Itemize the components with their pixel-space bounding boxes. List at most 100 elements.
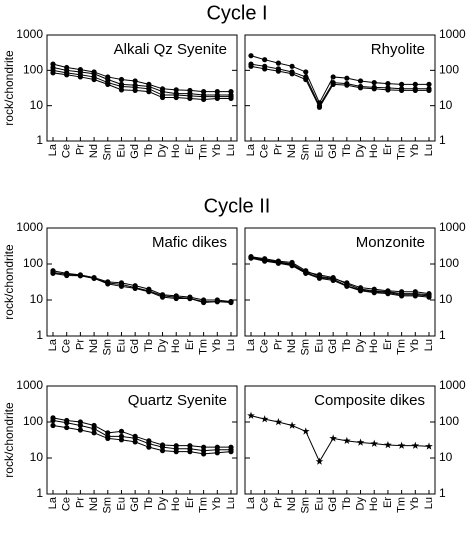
data-point bbox=[288, 421, 296, 429]
plot-frame bbox=[46, 385, 238, 495]
y-tick-label: 1 bbox=[439, 486, 446, 500]
x-tick-label: Eu bbox=[313, 497, 325, 510]
plot-frame bbox=[46, 34, 238, 142]
data-point bbox=[356, 438, 365, 446]
y-tick-label: 1000 bbox=[16, 220, 43, 234]
data-point bbox=[274, 418, 283, 426]
x-tick-label: Ce bbox=[61, 144, 73, 158]
data-point bbox=[64, 424, 70, 431]
data-point bbox=[399, 293, 405, 299]
data-point bbox=[118, 437, 125, 443]
data-point bbox=[357, 288, 364, 294]
x-tick-label: Tb bbox=[143, 497, 155, 510]
data-point bbox=[77, 422, 83, 429]
x-tick-label: Dy bbox=[156, 144, 168, 158]
x-tick-label: Gd bbox=[327, 144, 339, 159]
x-tick-label: Pr bbox=[272, 144, 284, 155]
data-point bbox=[371, 290, 377, 296]
x-tick-label: Eu bbox=[115, 497, 127, 510]
y-tick-label: 100 bbox=[23, 414, 43, 428]
plot-frame bbox=[244, 227, 436, 337]
x-tick-label: Tb bbox=[341, 144, 353, 157]
data-point bbox=[303, 69, 309, 75]
data-point bbox=[187, 295, 193, 302]
x-tick-label: Tm bbox=[198, 339, 210, 355]
panel-title: Rhyolite bbox=[371, 41, 425, 58]
x-tick-label: Pr bbox=[272, 497, 284, 508]
data-point bbox=[316, 275, 323, 281]
data-point bbox=[173, 87, 179, 93]
x-tick-label: Yb bbox=[211, 339, 223, 352]
y-tick-label: 1000 bbox=[439, 220, 466, 234]
x-tick-label: Lu bbox=[225, 497, 237, 509]
x-tick-label: La bbox=[47, 496, 59, 509]
y-tick-label: 10 bbox=[439, 98, 453, 112]
y-tick-label: 100 bbox=[439, 256, 459, 270]
data-point bbox=[344, 82, 350, 88]
data-point bbox=[248, 63, 254, 69]
data-point bbox=[187, 95, 193, 102]
data-point bbox=[385, 291, 391, 297]
x-tick-label: Yb bbox=[409, 144, 421, 157]
data-point bbox=[173, 94, 179, 101]
x-tick-label: Tb bbox=[143, 339, 155, 352]
x-tick-label: Lu bbox=[225, 339, 237, 351]
data-point bbox=[344, 75, 350, 81]
data-point bbox=[303, 270, 309, 276]
x-tick-label: Sm bbox=[300, 144, 312, 161]
data-point bbox=[214, 450, 220, 456]
y-tick-label: 1 bbox=[36, 486, 43, 500]
x-tick-label: Ce bbox=[259, 339, 271, 353]
x-tick-label: Pr bbox=[272, 339, 284, 350]
x-tick-label: Eu bbox=[115, 339, 127, 352]
data-point bbox=[248, 53, 254, 59]
x-tick-label: Tm bbox=[396, 497, 408, 513]
data-point bbox=[343, 436, 351, 445]
data-point bbox=[118, 428, 125, 434]
x-tick-label: Sm bbox=[102, 144, 114, 161]
x-tick-label: Pr bbox=[74, 497, 86, 508]
data-point bbox=[159, 294, 166, 300]
data-point bbox=[262, 66, 268, 72]
y-tick-label: 10 bbox=[30, 292, 44, 306]
data-point bbox=[371, 86, 377, 92]
plot-frame bbox=[46, 227, 238, 337]
data-point bbox=[397, 441, 406, 449]
data-point bbox=[105, 435, 111, 442]
data-point bbox=[91, 275, 97, 281]
data-point bbox=[228, 449, 234, 455]
x-tick-label: Er bbox=[184, 497, 196, 508]
data-point bbox=[214, 299, 220, 305]
x-tick-label: Dy bbox=[354, 339, 366, 353]
y-tick-label: 100 bbox=[23, 256, 43, 270]
x-tick-label: Ho bbox=[368, 339, 380, 353]
data-point bbox=[201, 451, 207, 457]
x-tick-label: Gd bbox=[327, 339, 339, 354]
data-point bbox=[132, 439, 138, 445]
data-point bbox=[105, 281, 111, 287]
data-point bbox=[50, 422, 56, 429]
data-point bbox=[201, 299, 207, 306]
x-tick-label: Er bbox=[382, 497, 394, 508]
data-point bbox=[357, 85, 364, 91]
data-point bbox=[371, 79, 377, 86]
x-tick-label: Eu bbox=[115, 144, 127, 157]
x-tick-label: Yb bbox=[409, 497, 421, 510]
y-tick-label: 1000 bbox=[439, 378, 466, 392]
data-point bbox=[50, 417, 56, 424]
x-tick-label: Dy bbox=[354, 144, 366, 158]
x-tick-label: Tb bbox=[341, 497, 353, 510]
data-point bbox=[146, 89, 152, 95]
y-tick-label: 1 bbox=[36, 133, 43, 147]
y-tick-label: 1 bbox=[36, 328, 43, 342]
x-tick-label: Nd bbox=[88, 497, 100, 511]
y-axis-label: rock/chondrite bbox=[2, 244, 16, 320]
y-tick-label: 100 bbox=[23, 63, 43, 77]
x-tick-label: Gd bbox=[129, 497, 141, 512]
data-point bbox=[228, 299, 234, 306]
x-tick-label: Ho bbox=[170, 339, 182, 353]
x-tick-label: Ce bbox=[259, 497, 271, 511]
data-point bbox=[426, 87, 432, 94]
